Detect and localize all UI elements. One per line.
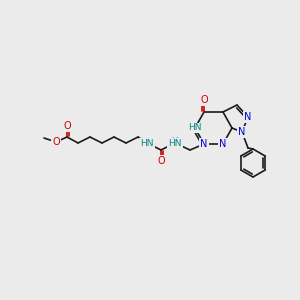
Text: N: N bbox=[200, 139, 208, 149]
Text: HN: HN bbox=[188, 124, 202, 133]
Text: O: O bbox=[157, 156, 165, 166]
Text: H: H bbox=[171, 137, 177, 146]
Text: HN: HN bbox=[140, 139, 154, 148]
Text: O: O bbox=[200, 95, 208, 105]
Text: N: N bbox=[238, 127, 246, 137]
Text: N: N bbox=[219, 139, 227, 149]
Text: O: O bbox=[63, 121, 71, 131]
Text: HN: HN bbox=[168, 139, 182, 148]
Text: N: N bbox=[244, 112, 252, 122]
Text: O: O bbox=[52, 137, 60, 147]
